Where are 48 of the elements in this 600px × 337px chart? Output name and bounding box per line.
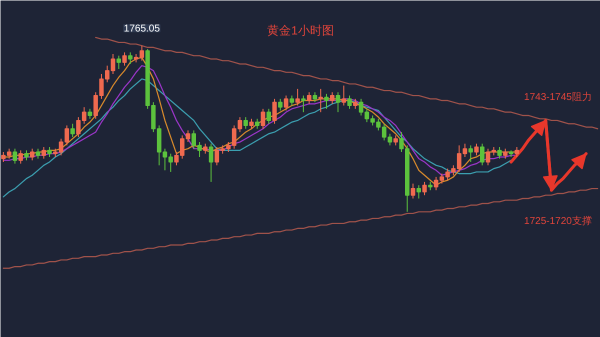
candlestick xyxy=(30,148,34,161)
candlestick xyxy=(12,148,18,164)
annotation: 1765.05 xyxy=(124,24,160,35)
candlestick xyxy=(24,150,29,161)
candlestick xyxy=(243,116,248,130)
candlestick xyxy=(468,144,473,162)
candlestick xyxy=(393,134,398,146)
candlestick xyxy=(474,143,479,156)
candlestick xyxy=(36,148,40,160)
candlestick xyxy=(208,143,214,182)
candlestick xyxy=(353,98,358,110)
candlestick xyxy=(503,148,508,160)
candlestick xyxy=(272,98,277,124)
candlestick xyxy=(122,52,127,66)
candlestick xyxy=(347,95,352,110)
candlestick xyxy=(416,184,421,200)
candlestick xyxy=(278,98,283,111)
candlestick xyxy=(290,95,294,106)
text: 1725-1720支撑 xyxy=(524,214,592,227)
candlestick xyxy=(514,146,520,158)
candlestick xyxy=(422,181,427,196)
candlestick xyxy=(318,88,323,113)
candlestick xyxy=(324,93,329,110)
candlestick xyxy=(497,146,502,160)
candlestick xyxy=(88,108,92,120)
candlestick xyxy=(249,118,254,130)
candlestick xyxy=(410,183,416,200)
annotation: 1743-1745阻力 xyxy=(524,90,592,103)
candlestick xyxy=(336,92,340,113)
candlestick xyxy=(203,143,208,154)
candlestick xyxy=(284,95,288,111)
candlestick xyxy=(301,95,306,113)
candlestick xyxy=(47,146,52,158)
candlestick xyxy=(260,108,266,130)
candlestick xyxy=(255,118,260,130)
candlestick xyxy=(312,92,318,103)
candlestick xyxy=(128,52,133,64)
chart-title: 黄金1小时图 xyxy=(267,24,334,38)
candlestick xyxy=(70,123,75,138)
candlestick xyxy=(306,92,312,104)
candlestick xyxy=(295,88,300,106)
candlestick xyxy=(18,150,23,164)
candlestick xyxy=(266,108,271,124)
candlestick xyxy=(116,55,121,70)
candlestick xyxy=(42,146,46,160)
candlestick xyxy=(342,85,346,106)
candlestick xyxy=(480,143,484,166)
candlestick xyxy=(330,92,334,104)
